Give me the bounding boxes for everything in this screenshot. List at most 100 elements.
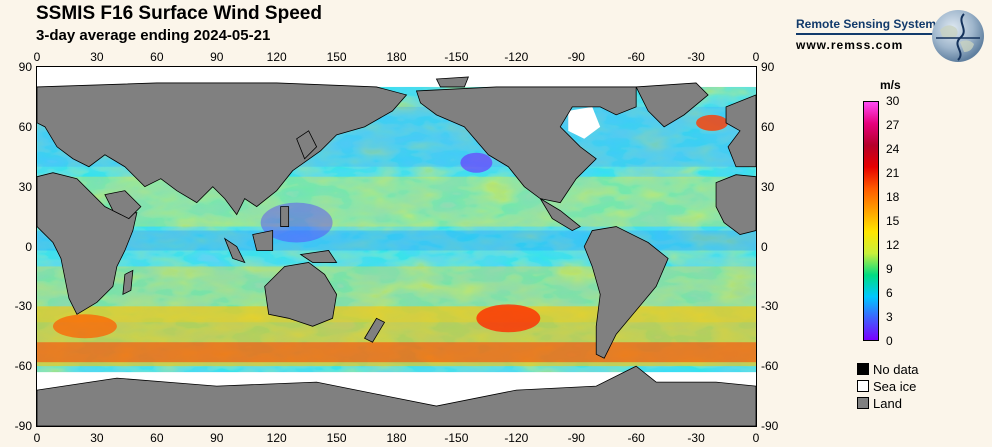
lon-tick-top: 180 <box>386 50 407 64</box>
land-south-america <box>583 226 669 359</box>
lon-tick-top: -90 <box>567 50 585 64</box>
colorbar-tick-label: 6 <box>886 286 893 300</box>
colorbar-tick-label: 21 <box>886 166 900 180</box>
hudson-bay-ice <box>568 106 601 139</box>
land-masses <box>37 76 756 426</box>
band-doldrums <box>37 230 756 251</box>
lat-tick-left: -90 <box>14 419 32 433</box>
lat-tick-right: 90 <box>761 60 775 74</box>
calm-west-pacific <box>260 202 333 243</box>
org-url[interactable]: www.remss.com <box>796 38 904 52</box>
legend-swatch <box>857 363 869 375</box>
storm-south-indian <box>52 314 117 339</box>
colorbar-tick-label: 9 <box>886 262 893 276</box>
lon-tick-bottom: -90 <box>567 431 585 445</box>
land-sumatra <box>223 237 246 264</box>
lat-tick-left: -30 <box>14 299 32 314</box>
legend-label: No data <box>873 361 919 377</box>
calm-north-pacific <box>460 152 493 173</box>
lon-tick-top: 0 <box>33 50 41 64</box>
lon-tick-bottom: 120 <box>266 431 287 445</box>
land-africa <box>37 172 138 315</box>
legend-item: No data <box>857 361 919 377</box>
land-svalbard <box>435 76 470 88</box>
arctic-ice <box>37 67 756 87</box>
legend-label: Land <box>873 395 902 411</box>
lat-tick-right: 0 <box>761 239 768 254</box>
lon-tick-bottom: 90 <box>210 431 224 445</box>
land-new-guinea <box>299 250 338 263</box>
lat-tick-left: 0 <box>25 239 32 254</box>
land-borneo <box>252 230 274 251</box>
lon-tick-top: -30 <box>687 50 705 64</box>
map-title: SSMIS F16 Surface Wind Speed <box>36 3 322 24</box>
lon-tick-top: -60 <box>627 50 645 64</box>
lon-tick-bottom: 180 <box>386 431 407 445</box>
storm-north-atlantic <box>696 114 729 131</box>
globe-logo-icon <box>932 10 984 62</box>
land-philippines <box>280 206 290 227</box>
lon-tick-bottom: 0 <box>752 431 760 445</box>
land-arabia <box>104 190 142 220</box>
colorbar-tick-label: 18 <box>886 190 900 204</box>
brand-divider <box>796 33 946 35</box>
land-antarctica <box>37 365 756 426</box>
colorbar-tick-label: 15 <box>886 214 900 228</box>
lon-tick-bottom: -150 <box>444 431 469 445</box>
land-europe-west <box>725 94 756 168</box>
colorbar-tick-label: 0 <box>886 334 893 348</box>
wind-speed-map[interactable] <box>36 66 757 427</box>
lat-tick-left: 30 <box>18 179 32 194</box>
lon-tick-top: 0 <box>752 50 760 64</box>
colorbar-tick-label: 30 <box>886 94 900 108</box>
colorbar-tick-label: 12 <box>886 238 900 252</box>
colorbar-units: m/s <box>880 78 901 92</box>
lon-tick-top: 150 <box>326 50 347 64</box>
legend-item: Land <box>857 395 902 411</box>
land-greenland <box>635 82 709 128</box>
lat-tick-right: 60 <box>761 119 775 134</box>
land-japan <box>296 130 318 160</box>
land-new-zealand <box>363 317 386 343</box>
lon-tick-bottom: 60 <box>150 431 164 445</box>
lat-tick-left: 60 <box>18 119 32 134</box>
legend-item: Sea ice <box>857 378 917 394</box>
lon-tick-top: 90 <box>210 50 224 64</box>
lat-tick-right: -30 <box>761 299 779 314</box>
lon-tick-bottom: -60 <box>627 431 645 445</box>
lon-tick-bottom: 0 <box>33 431 41 445</box>
land-africa-west-edge <box>715 174 756 235</box>
lat-tick-left: 90 <box>18 60 32 74</box>
storm-south-pacific <box>476 304 541 333</box>
land-central-america <box>539 198 581 231</box>
lon-tick-top: 60 <box>150 50 164 64</box>
colorbar-tick-label: 27 <box>886 118 900 132</box>
lon-tick-bottom: 30 <box>90 431 104 445</box>
lon-tick-bottom: -120 <box>504 431 529 445</box>
lon-tick-top: -120 <box>504 50 529 64</box>
lat-tick-right: -60 <box>761 359 779 374</box>
band-southern-ocean-red <box>37 342 756 363</box>
colorbar-tick-label: 3 <box>886 310 893 324</box>
lon-tick-bottom: 150 <box>326 431 347 445</box>
lat-tick-left: -60 <box>14 359 32 374</box>
land-eurasia <box>37 82 408 216</box>
wind-speed-colorbar <box>863 101 879 341</box>
colorbar-tick-label: 24 <box>886 142 900 156</box>
legend-label: Sea ice <box>873 378 917 394</box>
legend-swatch <box>857 397 869 409</box>
map-subtitle: 3-day average ending 2024-05-21 <box>36 27 271 44</box>
land-north-america <box>415 86 637 204</box>
org-name: Remote Sensing Systems <box>796 17 943 31</box>
lat-tick-right: -90 <box>761 419 779 433</box>
land-madagascar <box>122 269 134 296</box>
lon-tick-top: 120 <box>266 50 287 64</box>
map-canvas <box>37 67 756 426</box>
lon-tick-bottom: -30 <box>687 431 705 445</box>
lon-tick-top: -150 <box>444 50 469 64</box>
land-australia <box>264 262 338 327</box>
lat-tick-right: 30 <box>761 179 775 194</box>
band-trade-north <box>37 176 756 227</box>
lon-tick-top: 30 <box>90 50 104 64</box>
legend-swatch <box>857 380 869 392</box>
